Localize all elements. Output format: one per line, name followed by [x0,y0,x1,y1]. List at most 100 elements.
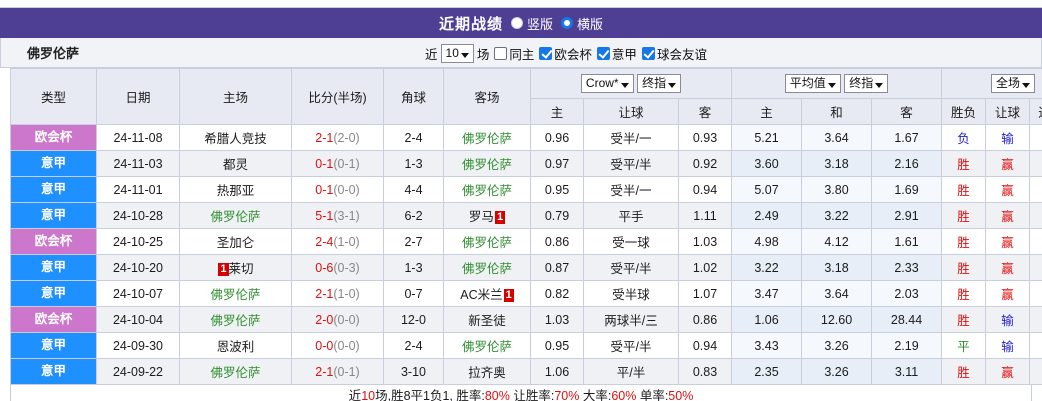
result-marker: 赢 [1001,210,1014,224]
table-row[interactable]: 意甲 24-11-03 都灵 0-1(0-1) 1-3 佛罗伦萨 0.97 受平/半 0.92 3… [10,150,1042,177]
score-fulltime: 5-1 [315,208,334,223]
score-halftime: (1-0) [333,286,360,301]
team-label: 佛罗伦萨 [461,184,512,198]
cell-date: 24-09-22 [96,358,180,385]
table-row[interactable]: 欧会杯 24-11-08 希腊人竞技 2-1(2-0) 2-4 佛罗伦萨 0.96 受半/一 0… [10,124,1042,151]
cell-away-team: 佛罗伦萨 [443,228,531,255]
cell-score: 0-1(0-1) [291,150,384,177]
team-label: 佛罗伦萨 [210,366,261,380]
recent-matches-table: 类型 日期 主场 比分(半场) 角球 客场 Crow* 终指 平均值 终指 全场 [10,68,1042,385]
view-option-vertical[interactable]: 竖版 [510,14,553,33]
average-select[interactable]: 平均值 [784,74,841,93]
odds-stage-select-2[interactable]: 终指 [844,74,889,93]
cell-handicap-away-odds: 1.07 [677,280,733,307]
cell-handicap-line: 受平/半 [583,150,679,177]
cell-score: 0-0(0-0) [291,332,384,359]
score-halftime: (2-0) [333,130,360,145]
league-badge: 意甲 [11,203,96,228]
cell-score: 2-0(0-0) [291,306,384,333]
cell-handicap-away-odds: 0.92 [677,150,733,177]
result-marker: 平 [957,340,970,354]
team-label: 佛罗伦萨 [210,314,261,328]
checkbox-friendly-icon[interactable] [641,46,655,60]
cell-date: 24-11-01 [96,176,180,203]
filter-option-friendly[interactable]: 球会友谊 [641,44,707,63]
score-halftime: (0-1) [333,156,360,171]
cell-corners: 4-4 [383,176,444,203]
cell-score: 5-1(3-1) [291,202,384,229]
cell-europe-draw-odds: 12.60 [801,306,873,333]
filter-option-conference[interactable]: 欧会杯 [539,44,592,63]
cell-handicap-home-odds: 0.86 [530,228,584,255]
cell-result-goals: 大 [1029,280,1042,307]
match-count-select[interactable]: 10 [440,43,474,63]
col-header-handicap-line: 让球 [583,98,679,125]
scope-select[interactable]: 全场 [991,74,1036,93]
cell-handicap-home-odds: 0.87 [530,254,584,281]
cell-score: 0-6(0-3) [291,254,384,281]
cell-handicap-away-odds: 0.93 [677,124,733,151]
cell-away-team: 罗马 1 [443,202,531,229]
checkbox-seriea-icon[interactable] [596,46,610,60]
table-row[interactable]: 意甲 24-09-30 恩波利 0-0(0-0) 2-4 佛罗伦萨 0.95 受平/半 0.94… [10,332,1042,359]
league-badge: 意甲 [11,255,96,280]
red-card-badge: 1 [494,211,506,225]
cell-result-handicap: 输 [985,124,1031,151]
cell-result-goals: 大 [1029,254,1042,281]
summary-text: 近10场,胜8平1负1, 胜率:80% 让胜率:70% 大率:60% 单率:50… [349,389,694,401]
cell-home-team: 恩波利 [179,332,292,359]
filter-option-same-home[interactable]: 同主 [494,44,534,63]
league-badge: 意甲 [11,281,96,306]
summary-segment: 让胜率: [509,389,555,401]
odds-stage-select-1[interactable]: 终指 [637,74,682,93]
cell-europe-draw-odds: 3.18 [801,150,873,177]
filter-bar: 佛罗伦萨 近 10 场 同主 欧会杯 意甲 球会友谊 [0,38,1042,68]
red-card-badge: 1 [503,289,514,303]
cell-home-team: 佛罗伦萨 [179,280,292,307]
filter-suffix-label: 场 [476,47,490,62]
filter-option-friendly-label: 球会友谊 [656,47,707,62]
cell-result-goals: 小 [1029,176,1042,203]
cell-away-team: 佛罗伦萨 [443,254,531,281]
checkbox-same-home-icon[interactable] [494,46,508,60]
cell-handicap-line: 平/半 [583,358,679,385]
summary-segment: 80% [484,389,510,401]
table-row[interactable]: 欧会杯 24-10-25 圣加仑 2-4(1-0) 2-7 佛罗伦萨 0.86 受一球 1.03… [10,228,1042,255]
cell-result-goals: 大 [1029,228,1042,255]
filter-option-seriea[interactable]: 意甲 [596,44,637,63]
table-row[interactable]: 意甲 24-09-22 佛罗伦萨 2-1(0-1) 3-10 拉齐奥 1.06 平/半 0.83… [10,358,1042,385]
cell-europe-home-odds: 3.47 [731,280,803,307]
table-row[interactable]: 意甲 24-10-28 佛罗伦萨 5-1(3-1) 6-2 罗马 1 0.79 平手 1.11 2.… [10,202,1042,229]
cell-corners: 2-7 [383,228,444,255]
cell-result-goals: 大 [1029,358,1042,385]
odds-source-select[interactable]: Crow* [580,74,634,93]
result-marker: 赢 [1001,262,1014,276]
radio-vertical-icon[interactable] [510,17,523,29]
table-row[interactable]: 意甲 24-10-07 佛罗伦萨 2-1(1-0) 0-7 AC米兰 1 0.82 受半球 1.0… [10,280,1042,307]
cell-handicap-home-odds: 1.06 [530,358,584,385]
cell-europe-draw-odds: 3.18 [801,254,873,281]
cell-home-team: 佛罗伦萨 [179,306,292,333]
table-row[interactable]: 意甲 24-10-20 1 莱切 0-6(0-3) 1-3 佛罗伦萨 0.87 受平/半 1.02… [10,254,1042,281]
radio-horizontal-icon[interactable] [561,17,573,29]
cell-away-team: 拉齐奥 [443,358,531,385]
view-option-horizontal[interactable]: 横版 [561,14,603,33]
cell-score: 2-1(0-1) [291,358,384,385]
cell-away-team: 佛罗伦萨 [443,150,531,177]
cell-corners: 2-4 [383,124,444,151]
checkbox-conference-icon[interactable] [539,46,553,60]
cell-result-winloss: 胜 [941,228,987,255]
cell-handicap-away-odds: 1.03 [677,228,733,255]
filter-controls: 近 10 场 同主 欧会杯 意甲 球会友谊 [425,38,707,68]
score-halftime: (0-3) [333,260,360,275]
team-label: 佛罗伦萨 [461,340,512,354]
cell-result-handicap: 赢 [985,176,1031,203]
cell-result-winloss: 胜 [941,202,987,229]
cell-league: 意甲 [10,280,97,307]
cell-date: 24-10-07 [96,280,180,307]
cell-europe-draw-odds: 4.12 [801,228,873,255]
table-row[interactable]: 意甲 24-11-01 热那亚 0-1(0-0) 4-4 佛罗伦萨 0.95 受半/一 0.94… [10,176,1042,203]
cell-league: 意甲 [10,150,97,177]
table-row[interactable]: 欧会杯 24-10-04 佛罗伦萨 2-0(0-0) 12-0 新圣徒 1.03 两球半/三 0… [10,306,1042,333]
team-label: 1 莱切 [218,262,254,277]
